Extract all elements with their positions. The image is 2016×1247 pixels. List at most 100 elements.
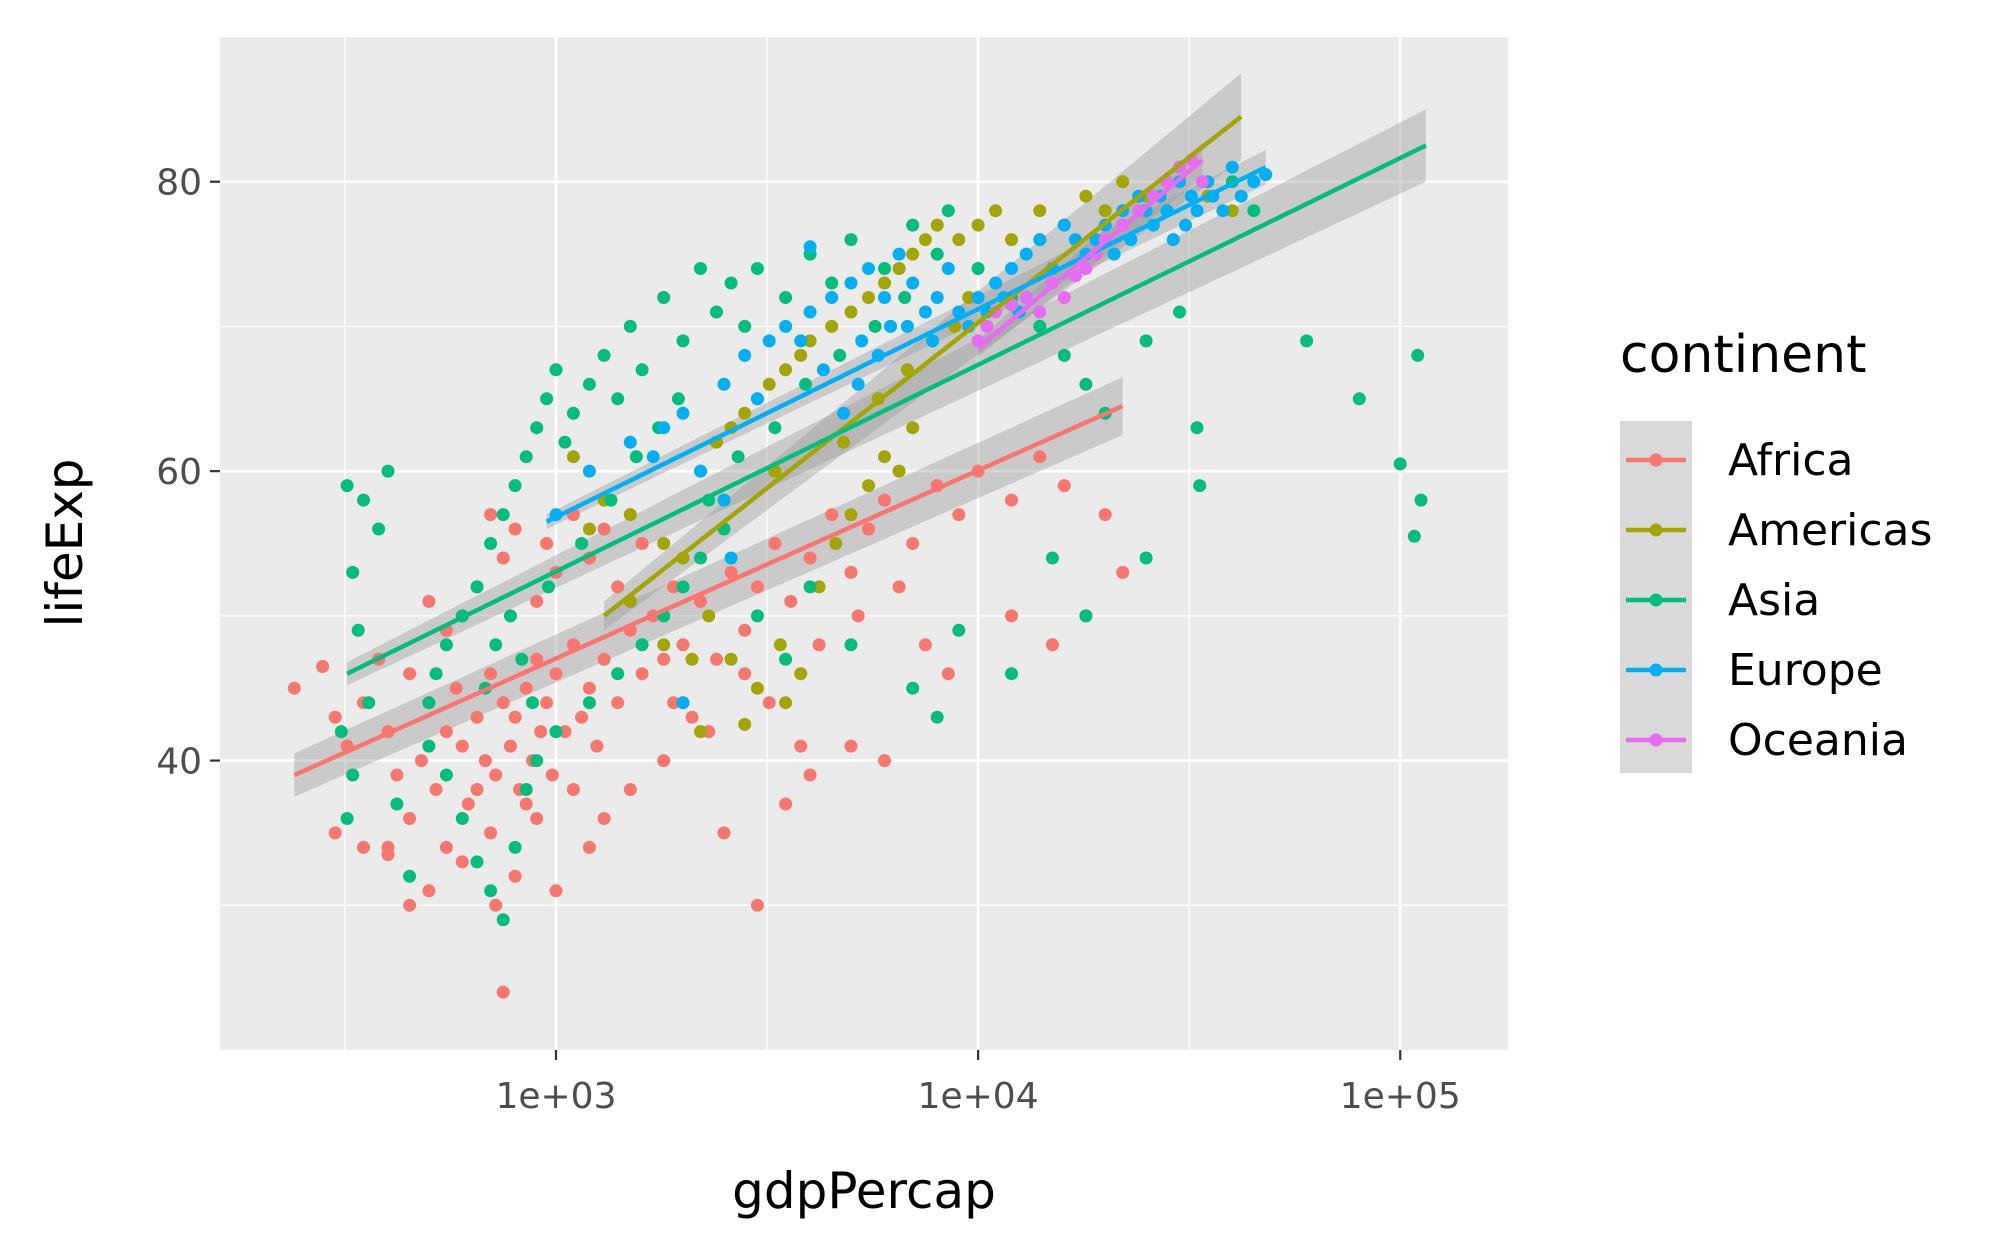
data-point — [989, 204, 1003, 218]
data-point — [971, 262, 985, 275]
data-point — [980, 319, 994, 333]
data-point — [1033, 319, 1047, 333]
data-point — [657, 291, 671, 304]
data-point — [930, 291, 944, 304]
data-point — [694, 725, 707, 739]
data-point — [892, 580, 906, 594]
data-point — [862, 479, 875, 493]
data-point — [549, 363, 563, 377]
data-point — [657, 652, 671, 666]
data-point — [526, 696, 539, 710]
data-point — [1139, 334, 1153, 348]
data-point — [892, 464, 906, 478]
data-point — [1079, 262, 1093, 275]
data-point — [906, 218, 920, 232]
y-axis-title: lifeExp — [36, 458, 94, 627]
data-point — [530, 754, 544, 768]
data-point — [1411, 348, 1425, 362]
data-point — [470, 580, 484, 594]
data-point — [900, 319, 914, 333]
data-point — [1033, 450, 1047, 464]
data-point — [484, 508, 498, 522]
data-point — [508, 522, 522, 536]
data-point — [334, 725, 348, 739]
data-point — [926, 334, 940, 348]
data-point — [710, 305, 723, 319]
data-point — [439, 768, 453, 782]
data-point — [478, 754, 492, 768]
data-point — [503, 609, 517, 623]
data-point — [422, 696, 436, 710]
data-point — [1116, 565, 1130, 579]
legend-label-africa: Africa — [1728, 435, 1854, 486]
data-point — [930, 218, 944, 232]
data-point — [566, 406, 580, 420]
data-point — [878, 450, 891, 464]
data-point — [381, 840, 395, 854]
data-point — [779, 319, 793, 333]
legend-key-point — [1649, 663, 1663, 677]
data-point — [657, 754, 671, 768]
data-point — [825, 319, 839, 333]
data-point — [952, 508, 966, 522]
data-point — [794, 667, 808, 681]
data-point — [403, 667, 417, 681]
data-point — [794, 739, 808, 753]
data-point — [422, 884, 436, 898]
data-point — [884, 319, 897, 333]
data-point — [906, 421, 920, 435]
data-point — [623, 508, 637, 522]
data-point — [676, 580, 690, 594]
data-point — [566, 450, 580, 464]
data-point — [799, 377, 812, 391]
data-point — [685, 652, 699, 666]
data-point — [519, 681, 533, 695]
data-point — [484, 826, 498, 840]
data-point — [844, 565, 858, 579]
data-point — [519, 797, 533, 811]
data-point — [878, 493, 891, 507]
data-point — [892, 247, 906, 261]
data-point — [731, 450, 745, 464]
data-point — [328, 710, 342, 724]
data-point — [390, 768, 404, 782]
data-point — [855, 334, 869, 348]
data-point — [825, 508, 839, 522]
smooth-line-asia — [346, 143, 1427, 676]
data-point — [710, 652, 723, 666]
data-point — [549, 884, 563, 898]
data-point — [1005, 667, 1018, 681]
data-point — [918, 638, 932, 652]
data-point — [1079, 609, 1093, 623]
data-point — [597, 812, 611, 825]
legend-label-europe: Europe — [1728, 645, 1883, 696]
data-point — [750, 580, 764, 594]
data-point — [1225, 160, 1239, 174]
legend-key-point — [1649, 453, 1663, 467]
data-point — [971, 291, 985, 304]
data-point — [906, 681, 920, 695]
data-point — [779, 797, 793, 811]
data-point — [530, 594, 544, 608]
data-point — [549, 667, 563, 681]
data-point — [862, 522, 875, 536]
data-point — [1019, 291, 1033, 304]
data-point — [455, 855, 469, 869]
data-point — [844, 739, 858, 753]
legend-label-asia: Asia — [1728, 575, 1820, 626]
data-point — [724, 565, 738, 579]
data-point — [635, 537, 649, 550]
grid-major — [220, 37, 1508, 1050]
data-point — [844, 508, 858, 522]
legend-label-americas: Americas — [1728, 505, 1932, 556]
data-point — [989, 276, 1003, 290]
data-point — [971, 218, 985, 232]
data-point — [1247, 175, 1261, 189]
data-point — [952, 623, 966, 637]
data-point — [825, 276, 839, 290]
data-point — [328, 826, 342, 840]
data-point — [738, 319, 752, 333]
data-point — [952, 233, 966, 247]
data-point — [803, 551, 817, 565]
data-point — [1033, 233, 1047, 247]
